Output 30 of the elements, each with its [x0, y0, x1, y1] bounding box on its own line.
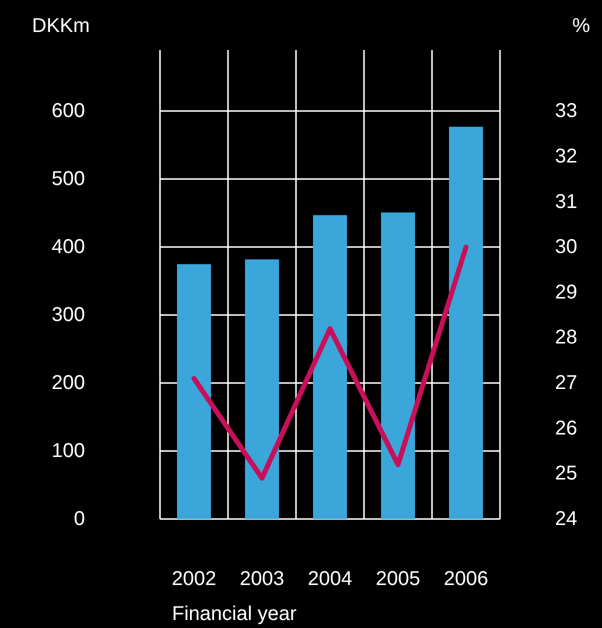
y2-tick-label: 33	[555, 100, 578, 122]
bar	[245, 259, 279, 519]
y2-tick-label: 26	[555, 417, 578, 440]
bar	[449, 126, 483, 519]
x-tick-label: 2005	[376, 568, 420, 590]
y-tick-label: 300	[52, 304, 85, 326]
y-tick-label: 600	[52, 100, 85, 122]
x-tick-label: 2006	[444, 568, 488, 590]
y2-tick-label: 30	[555, 236, 578, 258]
y-tick-label: 100	[52, 440, 85, 462]
y-tick-label: 200	[52, 372, 85, 394]
y2-axis-title: %	[572, 15, 590, 37]
x-axis-title: Financial year	[172, 603, 297, 625]
y2-tick-label: 27	[555, 372, 578, 394]
y2-tick-label: 28	[555, 326, 578, 349]
y2-tick-label: 32	[555, 145, 578, 168]
y2-tick-label: 31	[555, 190, 578, 213]
bar	[381, 212, 415, 519]
y2-tick-label: 29	[555, 281, 578, 304]
y-tick-label: 0	[74, 508, 85, 530]
y2-tick-label: 24	[555, 508, 578, 530]
x-tick-label: 2002	[172, 568, 216, 590]
bar	[177, 264, 211, 519]
x-tick-label: 2003	[240, 568, 284, 590]
x-tick-label: 2004	[308, 568, 352, 590]
y2-tick-label: 25	[555, 462, 578, 485]
bar	[313, 215, 347, 519]
y-tick-label: 400	[52, 236, 85, 258]
y-tick-label: 500	[52, 168, 85, 190]
y-axis-title: DKKm	[32, 15, 90, 37]
